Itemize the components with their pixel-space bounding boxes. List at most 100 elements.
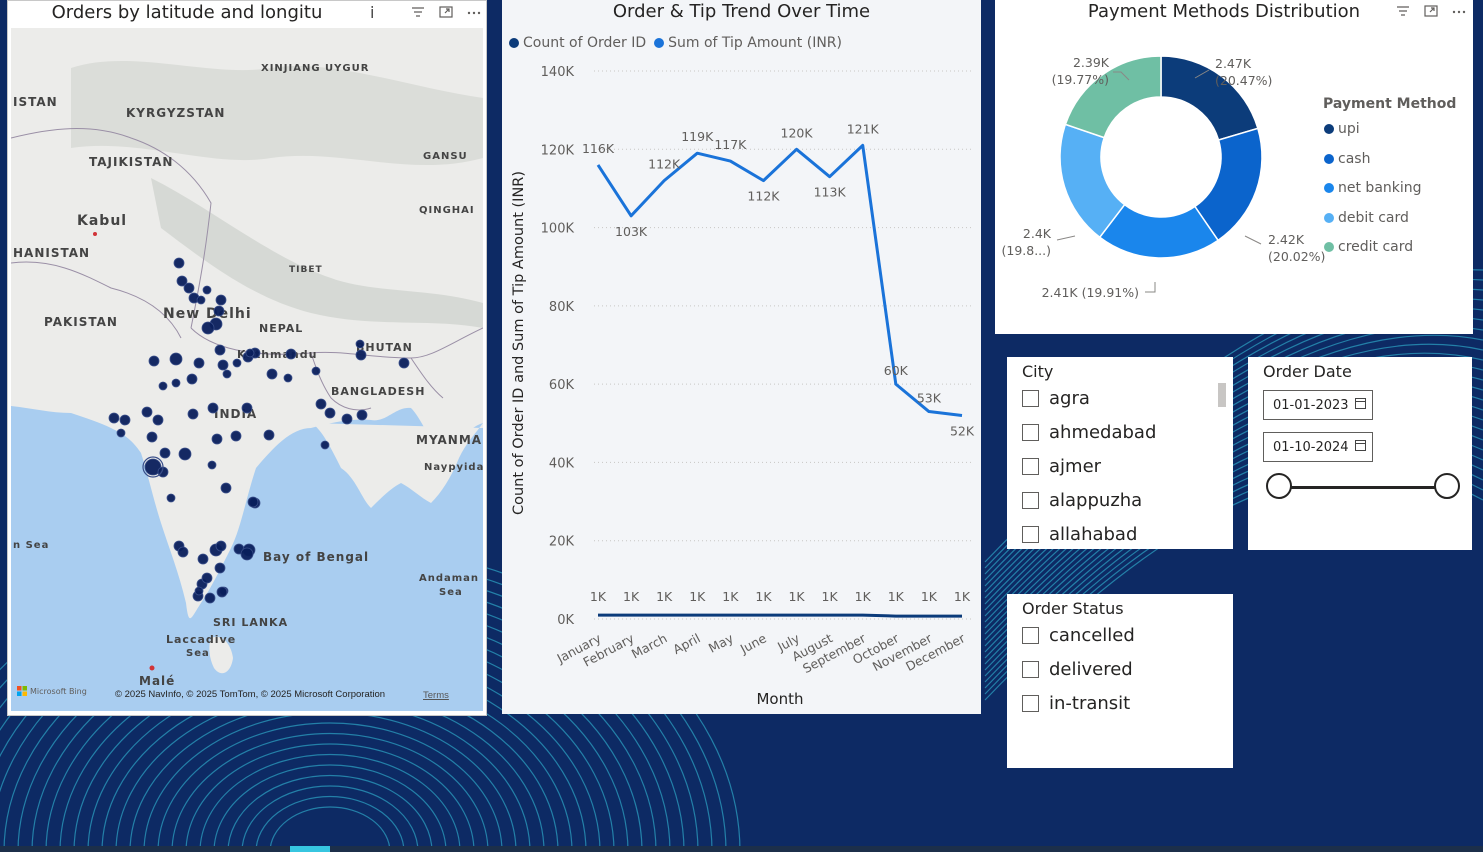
order-location-dot[interactable] — [247, 496, 259, 508]
order-location-dot[interactable] — [152, 414, 164, 426]
order-location-dot[interactable] — [356, 409, 368, 421]
order-location-dot[interactable] — [178, 447, 192, 461]
orders-map-visual[interactable]: Orders by latitude and longitu i XINJIAN… — [7, 0, 487, 716]
order-location-dot[interactable] — [341, 413, 353, 425]
order-count-line[interactable] — [598, 613, 962, 618]
order-location-dot[interactable] — [158, 381, 168, 391]
order-location-dot[interactable] — [398, 357, 410, 369]
order-location-dot[interactable] — [220, 482, 232, 494]
city-slicer[interactable]: City agra ahmedabad ajmer alappuzha allahaba… — [1007, 357, 1233, 549]
tip-amount-line[interactable] — [596, 143, 963, 417]
order-location-dot[interactable] — [217, 359, 229, 371]
start-date-input[interactable]: 01-01-2023 — [1263, 390, 1373, 420]
legend-item-debit-card[interactable]: debit card — [1324, 210, 1409, 226]
map-info-icon[interactable]: i — [370, 3, 375, 22]
order-location-dot[interactable] — [355, 349, 367, 361]
order-location-dot[interactable] — [214, 562, 226, 574]
city-option[interactable]: agra — [1022, 388, 1090, 409]
order-location-dot[interactable] — [245, 348, 255, 358]
checkbox[interactable] — [1022, 492, 1039, 509]
order-location-dot[interactable] — [177, 546, 189, 558]
order-location-dot[interactable] — [201, 321, 215, 335]
order-location-dot[interactable] — [142, 456, 164, 478]
city-option[interactable]: allahabad — [1022, 524, 1137, 545]
more-options-icon[interactable] — [466, 4, 482, 20]
map-terms-link[interactable]: Terms — [423, 690, 449, 701]
order-location-dot[interactable] — [187, 408, 199, 420]
filter-icon[interactable] — [410, 4, 426, 20]
order-location-dot[interactable] — [197, 553, 209, 565]
order-location-dot[interactable] — [215, 540, 227, 552]
order-location-dot[interactable] — [194, 586, 204, 596]
checkbox[interactable] — [1022, 424, 1039, 441]
order-location-dot[interactable] — [148, 355, 160, 367]
date-range-end-handle[interactable] — [1434, 473, 1460, 499]
order-location-dot[interactable] — [240, 547, 254, 561]
order-location-dot[interactable] — [211, 433, 223, 445]
more-options-icon[interactable] — [1451, 3, 1467, 19]
focus-mode-icon[interactable] — [1423, 3, 1439, 19]
focus-mode-icon[interactable] — [438, 4, 454, 20]
legend-item-net-banking[interactable]: net banking — [1324, 180, 1422, 196]
order-location-dot[interactable] — [266, 368, 278, 380]
donut-slice-credit-card[interactable] — [1064, 55, 1162, 139]
order-status-option[interactable]: delivered — [1022, 659, 1133, 680]
order-location-dot[interactable] — [355, 339, 365, 349]
city-option[interactable]: ajmer — [1022, 456, 1101, 477]
payment-donut[interactable]: 2.47K (20.47%) 2.42K (20.02%) 2.41K (19.91%)… — [995, 0, 1325, 334]
order-location-dot[interactable] — [173, 257, 185, 269]
order-location-dot[interactable] — [241, 402, 253, 414]
order-status-option[interactable]: cancelled — [1022, 625, 1135, 646]
order-location-dot[interactable] — [215, 294, 227, 306]
legend-item-credit-card[interactable]: credit card — [1324, 239, 1413, 255]
payment-methods-visual[interactable]: Payment Methods Distribution 2.47K (20.47… — [995, 0, 1473, 334]
order-location-dot[interactable] — [263, 429, 275, 441]
legend-item-cash[interactable]: cash — [1324, 151, 1370, 167]
order-location-dot[interactable] — [141, 406, 153, 418]
map-canvas[interactable] — [11, 28, 483, 711]
order-location-dot[interactable] — [324, 407, 336, 419]
calendar-icon[interactable] — [1355, 398, 1366, 409]
checkbox[interactable] — [1022, 458, 1039, 475]
legend-item-upi[interactable]: upi — [1324, 121, 1360, 137]
city-option[interactable]: ahmedabad — [1022, 422, 1156, 443]
order-location-dot[interactable] — [202, 285, 212, 295]
order-location-dot[interactable] — [315, 398, 327, 410]
order-location-dot[interactable] — [230, 430, 242, 442]
order-location-dot[interactable] — [166, 493, 176, 503]
order-location-dot[interactable] — [311, 366, 321, 376]
city-slicer-scrollbar[interactable] — [1218, 383, 1226, 407]
filter-icon[interactable] — [1395, 3, 1411, 19]
order-location-dot[interactable] — [146, 431, 158, 443]
order-location-dot[interactable] — [214, 344, 226, 356]
order-location-dot[interactable] — [119, 414, 131, 426]
end-date-input[interactable]: 01-10-2024 — [1263, 432, 1373, 462]
order-location-dot[interactable] — [232, 358, 242, 368]
order-date-slicer[interactable]: Order Date 01-01-2023 01-10-2024 — [1248, 357, 1472, 550]
order-location-dot[interactable] — [285, 348, 297, 360]
order-location-dot[interactable] — [283, 373, 293, 383]
order-location-dot[interactable] — [169, 352, 183, 366]
order-location-dot[interactable] — [196, 295, 206, 305]
order-status-option[interactable]: in-transit — [1022, 693, 1130, 714]
order-location-dot[interactable] — [213, 305, 225, 317]
date-range-track[interactable] — [1280, 486, 1448, 489]
order-location-dot[interactable] — [222, 369, 232, 379]
order-location-dot[interactable] — [216, 586, 228, 598]
order-location-dot[interactable] — [183, 282, 195, 294]
checkbox[interactable] — [1022, 661, 1039, 678]
date-range-start-handle[interactable] — [1266, 473, 1292, 499]
city-option[interactable]: alappuzha — [1022, 490, 1142, 511]
order-location-dot[interactable] — [207, 402, 219, 414]
order-location-dot[interactable] — [193, 357, 205, 369]
order-location-dot[interactable] — [108, 412, 120, 424]
order-location-dot[interactable] — [176, 275, 188, 287]
calendar-icon[interactable] — [1355, 440, 1366, 451]
checkbox[interactable] — [1022, 627, 1039, 644]
checkbox[interactable] — [1022, 695, 1039, 712]
order-tip-trend-visual[interactable]: Order & Tip Trend Over Time Count of Ord… — [502, 0, 981, 714]
order-location-dot[interactable] — [159, 447, 171, 459]
trend-plot[interactable]: 0K20K40K60K80K100K120K140KJanuaryFebruar… — [502, 0, 981, 714]
order-location-dot[interactable] — [204, 592, 216, 604]
order-location-dot[interactable] — [207, 460, 217, 470]
